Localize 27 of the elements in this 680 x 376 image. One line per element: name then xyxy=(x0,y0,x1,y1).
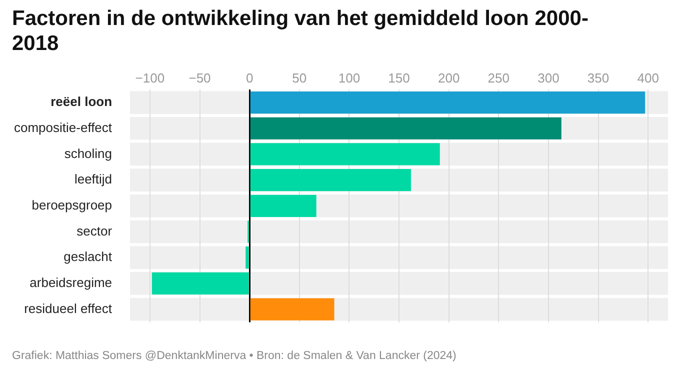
bar xyxy=(152,272,249,294)
y-tick-label: reëel loon xyxy=(50,94,112,110)
x-tick-label: 0 xyxy=(246,70,254,86)
x-tick-label: 200 xyxy=(438,70,460,86)
y-tick-label: residueel effect xyxy=(24,300,112,316)
y-tick-label: scholing xyxy=(64,146,112,161)
x-tick-label: 50 xyxy=(292,70,307,86)
text: Grafiek: Matthias Somers @DenktankMinerva • Bron: de Smalen & Van Lancker (2024) xyxy=(12,350,456,362)
bar xyxy=(250,298,334,320)
bar xyxy=(250,169,411,192)
x-tick-label: 300 xyxy=(538,70,560,86)
x-tick-label: 100 xyxy=(338,70,360,86)
y-tick-label: arbeidsregime xyxy=(30,275,112,290)
bar xyxy=(246,246,249,269)
y-tick-label: sector xyxy=(76,223,113,238)
x-tick-label: 350 xyxy=(587,70,610,86)
y-tick-label: geslacht xyxy=(64,249,112,264)
x-tick-label: 150 xyxy=(388,70,410,86)
x-tick-label: 400 xyxy=(637,70,659,86)
bar xyxy=(250,194,316,217)
x-tick-label: 250 xyxy=(488,70,510,86)
chart-title: Factoren in de ontwikkeling van het gemiddeld loon 2000-2018 xyxy=(11,6,590,56)
y-tick-label: beroepsgroep xyxy=(32,197,112,212)
x-tick-label: −50 xyxy=(188,70,211,86)
x-tick-label: −100 xyxy=(135,70,165,86)
y-tick-label: leeftijd xyxy=(74,172,112,187)
y-tick-label: compositie-effect xyxy=(14,120,112,135)
